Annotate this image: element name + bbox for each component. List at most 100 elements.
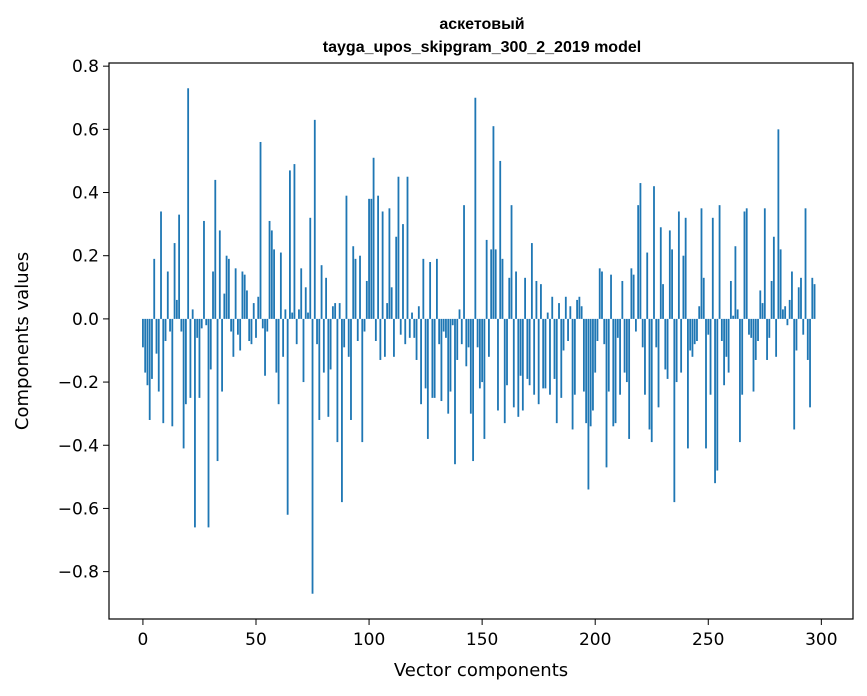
bar-262 xyxy=(734,246,737,319)
bar-15 xyxy=(175,299,178,319)
bar-74 xyxy=(309,217,312,319)
bar-125 xyxy=(424,318,427,389)
bar-183 xyxy=(555,318,558,424)
y-tick-label: 0.2 xyxy=(72,247,99,267)
bar-49 xyxy=(252,303,255,319)
bar-7 xyxy=(157,318,160,392)
bar-101 xyxy=(370,198,373,319)
bar-254 xyxy=(716,318,719,471)
bar-277 xyxy=(768,318,771,338)
x-tick-label: 0 xyxy=(138,630,149,650)
bar-246 xyxy=(698,306,701,319)
bar-247 xyxy=(700,208,703,319)
bar-167 xyxy=(519,318,522,376)
bar-107 xyxy=(383,318,386,357)
bar-213 xyxy=(623,318,626,373)
bar-135 xyxy=(447,318,450,414)
bar-203 xyxy=(601,271,603,319)
bar-273 xyxy=(759,290,762,319)
bar-90 xyxy=(345,195,348,319)
bar-144 xyxy=(467,318,470,348)
bar-45 xyxy=(243,274,246,319)
bar-195 xyxy=(582,318,585,392)
bar-201 xyxy=(596,318,599,341)
bar-207 xyxy=(610,274,612,319)
bar-120 xyxy=(413,318,416,338)
bar-294 xyxy=(806,318,809,360)
bar-11 xyxy=(166,271,169,319)
bar-200 xyxy=(594,318,597,373)
bar-75 xyxy=(311,318,314,594)
bar-269 xyxy=(750,318,753,338)
bar-165 xyxy=(515,271,517,319)
y-tick-label: −0.8 xyxy=(58,563,99,583)
bar-192 xyxy=(576,299,579,319)
bar-21 xyxy=(189,318,192,398)
y-tick-label: 0.6 xyxy=(72,120,99,140)
bar-250 xyxy=(707,318,710,335)
bar-239 xyxy=(682,255,685,319)
bar-138 xyxy=(454,318,456,465)
bar-12 xyxy=(169,318,171,332)
bar-72 xyxy=(304,287,307,319)
bar-58 xyxy=(273,249,275,319)
bar-14 xyxy=(173,243,176,319)
bar-169 xyxy=(524,277,526,319)
bar-145 xyxy=(469,318,472,414)
bar-186 xyxy=(562,318,565,351)
bar-50 xyxy=(255,318,257,338)
bar-251 xyxy=(709,318,712,395)
bar-67 xyxy=(293,164,296,319)
bar-180 xyxy=(549,318,551,395)
bar-57 xyxy=(270,230,273,319)
y-tick-label: −0.4 xyxy=(58,436,99,456)
bar-44 xyxy=(241,271,244,319)
bar-16 xyxy=(178,214,181,319)
bar-17 xyxy=(180,318,183,332)
bar-236 xyxy=(675,318,678,383)
bar-226 xyxy=(653,186,655,319)
bar-244 xyxy=(693,318,696,345)
bar-297 xyxy=(813,284,816,319)
bar-173 xyxy=(533,318,536,395)
bar-106 xyxy=(381,211,384,319)
bar-92 xyxy=(350,318,352,420)
bar-152 xyxy=(485,239,488,319)
bar-146 xyxy=(472,318,474,462)
bar-18 xyxy=(182,318,185,449)
chart-title: аскетовый xyxy=(439,16,524,33)
bar-127 xyxy=(429,262,432,319)
bar-98 xyxy=(363,318,366,332)
bar-256 xyxy=(720,318,723,341)
bar-52 xyxy=(259,141,262,319)
bar-34 xyxy=(218,230,221,319)
bar-149 xyxy=(478,318,481,389)
bar-157 xyxy=(497,318,499,411)
bar-249 xyxy=(705,318,707,449)
bar-274 xyxy=(761,303,764,319)
bar-13 xyxy=(171,318,174,427)
bar-198 xyxy=(589,318,592,427)
bar-179 xyxy=(546,312,549,319)
bar-110 xyxy=(390,287,393,319)
bar-290 xyxy=(797,287,800,319)
bar-232 xyxy=(666,318,669,379)
bar-140 xyxy=(458,309,461,319)
bar-102 xyxy=(372,157,375,319)
bar-93 xyxy=(352,246,355,319)
bar-286 xyxy=(788,299,791,319)
bar-124 xyxy=(422,258,425,319)
bar-181 xyxy=(551,296,554,319)
bar-208 xyxy=(612,318,615,427)
x-tick-label: 300 xyxy=(805,630,837,650)
bar-30 xyxy=(209,318,212,370)
bar-91 xyxy=(347,318,350,357)
bar-86 xyxy=(336,318,339,443)
bar-276 xyxy=(766,318,768,360)
chart-subtitle: tayga_upos_skipgram_300_2_2019 model xyxy=(323,39,641,56)
bar-94 xyxy=(354,258,357,319)
bar-221 xyxy=(641,318,644,348)
bar-174 xyxy=(535,280,538,319)
bar-170 xyxy=(526,318,529,379)
bar-163 xyxy=(510,205,513,319)
